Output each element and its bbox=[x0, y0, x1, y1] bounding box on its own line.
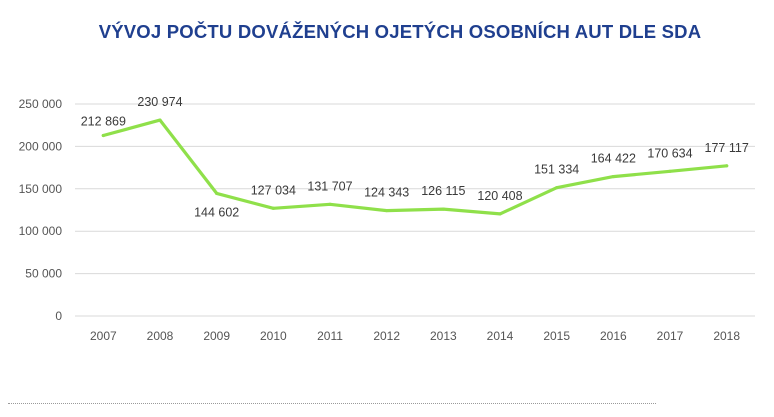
x-tick-label: 2007 bbox=[90, 329, 117, 343]
data-point bbox=[158, 118, 162, 122]
data-label: 124 343 bbox=[364, 186, 409, 200]
data-point bbox=[555, 186, 559, 190]
data-point bbox=[441, 207, 445, 211]
y-tick-label: 50 000 bbox=[25, 267, 62, 281]
y-tick-label: 100 000 bbox=[19, 224, 63, 238]
divider bbox=[8, 403, 656, 404]
data-label: 230 974 bbox=[137, 95, 182, 109]
y-tick-label: 0 bbox=[55, 309, 62, 323]
x-tick-label: 2015 bbox=[543, 329, 570, 343]
data-label: 131 707 bbox=[307, 179, 352, 193]
data-label: 151 334 bbox=[534, 163, 579, 177]
x-tick-label: 2011 bbox=[317, 329, 343, 343]
data-label: 177 117 bbox=[705, 141, 749, 155]
x-tick-label: 2017 bbox=[657, 329, 684, 343]
data-point bbox=[215, 191, 219, 195]
x-tick-label: 2008 bbox=[147, 329, 174, 343]
chart-title: VÝVOJ POČTU DOVÁŽENÝCH OJETÝCH OSOBNÍCH … bbox=[98, 21, 702, 42]
data-point bbox=[385, 208, 389, 213]
series-line bbox=[101, 118, 729, 216]
x-tick-label: 2018 bbox=[713, 329, 740, 343]
data-point bbox=[725, 164, 729, 168]
data-label: 170 634 bbox=[647, 146, 692, 160]
data-label: 212 869 bbox=[81, 114, 126, 128]
x-tick-label: 2012 bbox=[373, 329, 400, 343]
x-tick-label: 2014 bbox=[487, 329, 514, 343]
data-label: 164 422 bbox=[591, 152, 636, 166]
y-tick-label: 200 000 bbox=[19, 139, 63, 153]
data-label: 144 602 bbox=[194, 205, 239, 219]
data-label: 127 034 bbox=[251, 183, 296, 197]
y-tick-label: 250 000 bbox=[19, 97, 63, 111]
data-point bbox=[611, 174, 615, 179]
data-label: 126 115 bbox=[421, 184, 465, 198]
x-tick-label: 2009 bbox=[203, 329, 230, 343]
data-point bbox=[271, 206, 275, 210]
x-tick-label: 2013 bbox=[430, 329, 457, 343]
data-point bbox=[498, 212, 502, 216]
data-point bbox=[328, 202, 332, 206]
data-point bbox=[101, 133, 105, 138]
y-tick-label: 150 000 bbox=[19, 182, 63, 196]
plot-panel bbox=[0, 0, 768, 354]
x-tick-label: 2010 bbox=[260, 329, 287, 343]
x-tick-label: 2016 bbox=[600, 329, 627, 343]
data-label: 120 408 bbox=[477, 189, 522, 203]
data-point bbox=[668, 169, 672, 173]
